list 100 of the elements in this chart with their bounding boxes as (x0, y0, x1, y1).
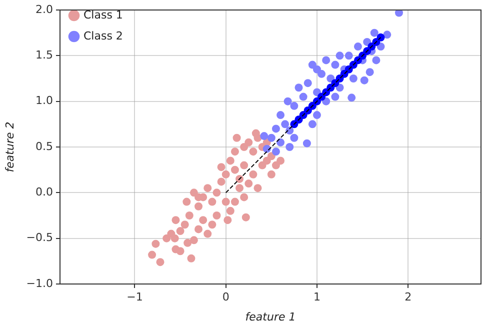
point (267, 170, 276, 178)
point (230, 166, 239, 174)
point (236, 174, 244, 183)
point (222, 198, 230, 206)
point (312, 88, 321, 96)
point (376, 33, 385, 42)
point (383, 30, 392, 39)
point (308, 60, 316, 69)
point (302, 139, 311, 148)
point (148, 250, 156, 259)
point (182, 198, 191, 206)
x-tick-label: −1 (126, 290, 143, 304)
point (232, 134, 241, 142)
y-tick-label: 1.5 (36, 48, 53, 62)
point (162, 234, 171, 242)
point (185, 212, 194, 220)
legend-label: Class 2 (84, 29, 123, 42)
point (172, 216, 180, 224)
point (190, 236, 198, 244)
point (299, 92, 308, 101)
point (272, 161, 280, 170)
point (394, 10, 403, 17)
point (267, 134, 276, 142)
point (260, 132, 268, 140)
y-tick-label: 2.0 (36, 2, 53, 16)
point (244, 180, 253, 188)
point (217, 178, 226, 186)
point (360, 76, 368, 84)
point (372, 56, 380, 64)
point (187, 254, 196, 262)
point (254, 184, 262, 192)
point (217, 163, 226, 172)
point (318, 70, 326, 78)
point (344, 52, 353, 60)
point (152, 240, 160, 248)
point (252, 129, 260, 138)
point (284, 97, 292, 106)
point (180, 220, 189, 229)
y-axis-title: feature 2 (3, 122, 16, 172)
point (276, 156, 285, 165)
y-tick-label: 1.0 (36, 94, 53, 108)
point (240, 161, 248, 170)
x-tick-label: 2 (404, 290, 412, 304)
point (276, 138, 285, 146)
point (194, 225, 203, 234)
point (322, 97, 330, 106)
point (208, 198, 216, 206)
point (240, 143, 248, 151)
point (249, 170, 258, 178)
point (230, 148, 239, 156)
point (272, 148, 280, 156)
point (349, 74, 358, 82)
y-tick-label: 0.5 (36, 140, 53, 153)
point (363, 38, 372, 46)
point (331, 92, 340, 101)
point (230, 198, 239, 206)
point (290, 102, 298, 110)
point (242, 213, 250, 222)
point (240, 193, 248, 202)
point (212, 212, 221, 220)
point (286, 143, 294, 151)
point (226, 206, 234, 215)
point (190, 188, 198, 197)
point (222, 170, 230, 178)
point (156, 258, 164, 266)
x-tick-label: 0 (222, 290, 230, 304)
point (199, 216, 208, 224)
point (308, 120, 316, 128)
y-tick-label: −1.0 (26, 276, 53, 290)
point (176, 247, 184, 256)
point (276, 111, 285, 120)
y-tick-label: 0.0 (36, 186, 53, 199)
point (208, 220, 216, 229)
point (331, 60, 340, 69)
point (312, 111, 321, 120)
point (348, 94, 356, 102)
point (204, 184, 212, 192)
point (212, 188, 221, 197)
point (272, 124, 280, 133)
x-tick-label: 1 (313, 290, 320, 304)
point (322, 56, 330, 64)
point (294, 84, 303, 92)
point (304, 79, 312, 88)
point (204, 230, 212, 238)
x-axis-title: feature 1 (245, 310, 296, 324)
point (184, 238, 192, 247)
point (226, 156, 234, 165)
point (354, 42, 362, 51)
point (281, 120, 290, 128)
point (244, 138, 253, 146)
point (290, 134, 298, 142)
point (366, 68, 374, 76)
legend-label: Class 1 (84, 8, 123, 22)
point (249, 148, 258, 156)
point (167, 230, 176, 238)
point (236, 184, 244, 192)
point (336, 52, 344, 60)
point (312, 65, 321, 74)
point (176, 227, 184, 236)
point (224, 216, 232, 224)
